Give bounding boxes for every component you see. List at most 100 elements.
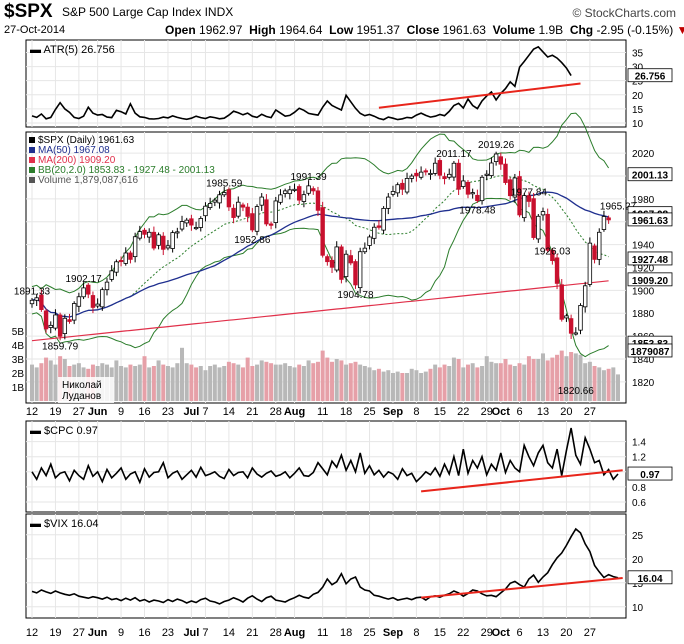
- volume-bar: [564, 356, 569, 401]
- volume-bar: [306, 360, 311, 401]
- volume-bar: [480, 366, 485, 401]
- volume-bar: [362, 366, 367, 401]
- volume-bar: [344, 364, 349, 401]
- candle-body: [100, 289, 105, 308]
- volume-bar: [114, 360, 119, 401]
- price-annotation: 1965.27: [600, 202, 637, 213]
- volume-bar: [175, 363, 180, 401]
- candle-body: [128, 252, 133, 260]
- candle-body: [381, 207, 386, 231]
- candle-body: [536, 215, 541, 240]
- quote-date: 27-Oct-2014: [4, 24, 66, 36]
- watermark-text: Николай: [62, 380, 102, 391]
- volume-bar: [320, 350, 325, 401]
- y-tick-label: 1940: [632, 241, 655, 252]
- price-annotation: 1977.84: [511, 187, 548, 198]
- volume-bar: [128, 364, 133, 401]
- indicator-title-3: ▬ $VIX 16.04: [30, 518, 99, 530]
- candle-body: [43, 310, 49, 330]
- x-tick-label: Sep: [383, 406, 403, 418]
- volume-bar: [278, 364, 283, 401]
- candle-body: [447, 173, 452, 178]
- candle-body: [76, 296, 82, 307]
- y-tick-label: 20: [632, 555, 644, 566]
- volume-bar: [142, 356, 147, 401]
- x-tick-label: 29: [481, 627, 493, 639]
- candle-body: [353, 261, 358, 286]
- candle-body: [503, 163, 508, 183]
- high-label: High: [249, 23, 276, 37]
- y-tick-label: 35: [632, 48, 644, 59]
- x-tick-label: Jun: [88, 627, 108, 639]
- candle-body: [212, 199, 218, 203]
- volume-bar: [578, 354, 583, 401]
- x-tick-label: 16: [138, 406, 150, 418]
- price-annotation: 2019.26: [478, 140, 515, 151]
- legend-item: BB(20,2.0) 1853.83 - 1927.48 - 2001.13: [38, 165, 215, 176]
- volume-bar: [531, 359, 536, 401]
- y-tick-label: 30: [632, 63, 644, 74]
- indicator-title-0: ▬ ATR(5) 26.756: [30, 44, 115, 56]
- index-name-text: S&P 500 Large Cap Index: [62, 5, 202, 19]
- volume-bar: [367, 367, 372, 401]
- volume-bar: [550, 357, 555, 401]
- volume-bar: [381, 371, 386, 401]
- candle-body: [62, 317, 68, 335]
- candle-body: [71, 303, 77, 321]
- x-tick-label: Aug: [284, 406, 305, 418]
- volume-bar: [484, 356, 489, 401]
- volume-bar: [222, 366, 227, 401]
- candle-body: [86, 284, 91, 295]
- volume-bar: [442, 364, 447, 401]
- y-tick-label: 1980: [632, 195, 655, 206]
- symbol: $SPX: [4, 1, 53, 22]
- legend-item: MA(200) 1909.20: [38, 155, 116, 166]
- y-tick-label: 25: [632, 531, 644, 542]
- volume-bar: [489, 361, 494, 401]
- candle-body: [95, 303, 100, 307]
- volume-bar: [526, 356, 531, 401]
- candle-body: [559, 284, 564, 320]
- volume-bar: [259, 360, 264, 401]
- y-tick-label: 2020: [632, 149, 655, 160]
- candle-body: [273, 200, 278, 223]
- candle-body: [329, 259, 335, 268]
- candle-body: [292, 188, 297, 191]
- volume-bar: [437, 367, 442, 401]
- legend-item: Volume 1,879,087,616: [38, 175, 139, 186]
- volume-bar: [180, 347, 185, 401]
- volume-bar: [119, 366, 124, 401]
- x-tick-label: 22: [457, 406, 469, 418]
- trendline-3: [421, 577, 623, 599]
- volume-bar: [569, 352, 574, 401]
- candle-body: [578, 305, 583, 331]
- volume-bar: [376, 368, 381, 401]
- volume-bar: [292, 367, 297, 401]
- candle-body: [203, 205, 208, 217]
- volume-bar: [465, 364, 470, 401]
- y-tick-label: 15: [632, 579, 644, 590]
- volume-bar: [400, 373, 405, 401]
- x-tick-label: 28: [270, 627, 282, 639]
- volume-bar: [339, 360, 344, 401]
- x-tick-label: 23: [162, 406, 174, 418]
- volume-bar: [353, 361, 358, 401]
- volume-bar: [330, 361, 335, 401]
- price-axis-label-box: [627, 343, 673, 358]
- candle-body: [222, 192, 227, 196]
- bollinger-upper: [31, 112, 610, 294]
- volume-bar: [250, 366, 255, 401]
- candle-body: [90, 295, 96, 308]
- candle-body: [287, 189, 293, 195]
- candle-body: [170, 232, 175, 249]
- candle-body: [67, 319, 72, 322]
- candle-body: [254, 206, 260, 232]
- volume-bar: [34, 367, 39, 401]
- candle-body: [175, 231, 180, 234]
- x-tick-label: Oct: [492, 627, 511, 639]
- candle-body: [142, 229, 147, 235]
- y-tick-label: 1840: [632, 355, 655, 366]
- price-axis-label: 1961.63: [632, 216, 669, 227]
- volume-bar: [283, 363, 288, 401]
- candle-body: [601, 216, 607, 230]
